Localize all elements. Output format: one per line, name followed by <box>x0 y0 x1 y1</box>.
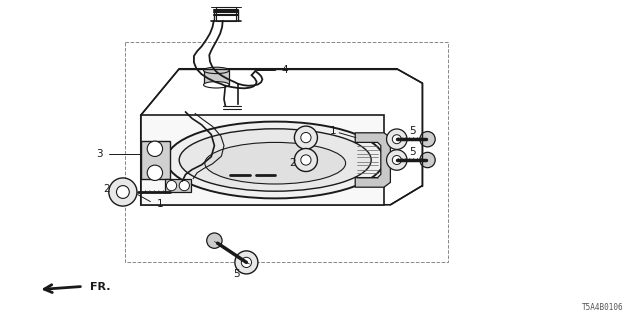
Polygon shape <box>141 141 170 179</box>
Text: 5: 5 <box>234 268 240 279</box>
Ellipse shape <box>204 67 229 74</box>
Circle shape <box>420 152 435 168</box>
Circle shape <box>109 178 137 206</box>
Text: 5: 5 <box>410 125 416 136</box>
Polygon shape <box>165 179 191 192</box>
Text: T5A4B0106: T5A4B0106 <box>582 303 624 312</box>
Text: 1: 1 <box>157 199 163 209</box>
Circle shape <box>387 129 407 149</box>
Polygon shape <box>355 133 390 187</box>
Polygon shape <box>229 93 243 99</box>
Text: 2: 2 <box>104 184 110 195</box>
Text: FR.: FR. <box>90 282 110 292</box>
Circle shape <box>392 135 401 144</box>
Circle shape <box>241 257 252 268</box>
Polygon shape <box>204 70 229 85</box>
Circle shape <box>116 186 129 198</box>
Ellipse shape <box>225 104 239 107</box>
Circle shape <box>392 156 401 164</box>
Ellipse shape <box>223 103 241 108</box>
Ellipse shape <box>204 82 229 88</box>
Text: 1: 1 <box>330 125 336 136</box>
Circle shape <box>147 141 163 156</box>
Circle shape <box>301 132 311 143</box>
Circle shape <box>294 148 317 172</box>
Ellipse shape <box>205 142 346 184</box>
Circle shape <box>301 155 311 165</box>
Circle shape <box>179 180 189 191</box>
Text: 3: 3 <box>96 148 102 159</box>
Polygon shape <box>141 115 384 205</box>
Circle shape <box>207 233 222 248</box>
Ellipse shape <box>166 122 384 198</box>
Text: 5: 5 <box>410 147 416 157</box>
Polygon shape <box>141 69 422 205</box>
Circle shape <box>387 150 407 170</box>
Polygon shape <box>216 7 236 21</box>
Circle shape <box>420 132 435 147</box>
Circle shape <box>235 251 258 274</box>
Circle shape <box>166 180 177 191</box>
Bar <box>125 42 448 262</box>
Circle shape <box>147 165 163 180</box>
Circle shape <box>294 126 317 149</box>
Ellipse shape <box>179 129 371 191</box>
Text: 4: 4 <box>282 65 288 76</box>
Text: 2: 2 <box>289 157 296 168</box>
